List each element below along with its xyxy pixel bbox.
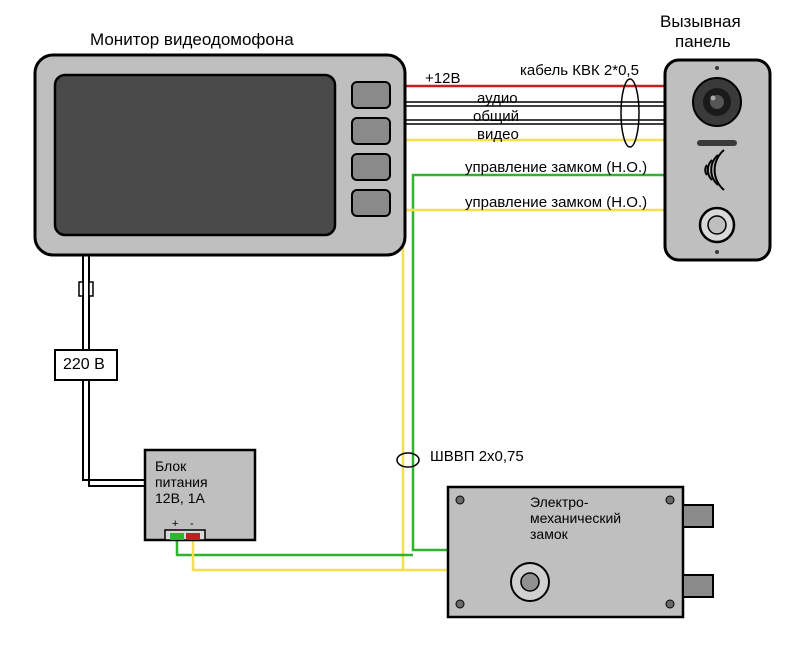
wire-label-audio: аудио bbox=[477, 90, 518, 107]
panel-title-2: панель bbox=[675, 32, 731, 52]
panel-speaker bbox=[697, 140, 737, 146]
cable-marker-shvvp bbox=[397, 453, 419, 467]
panel-title-1: Вызывная bbox=[660, 12, 741, 32]
cable-marker-kvk bbox=[621, 79, 639, 147]
wire-psu-plus bbox=[177, 540, 413, 555]
monitor-title: Монитор видеодомофона bbox=[90, 30, 294, 50]
wire-label-common: общий bbox=[473, 108, 519, 125]
wire-label-lock2: управление замком (Н.О.) bbox=[465, 194, 647, 211]
wire-common bbox=[405, 120, 665, 124]
psu-term-plus bbox=[170, 533, 184, 540]
diagram-canvas bbox=[0, 0, 794, 669]
lock-bolt-1 bbox=[683, 505, 713, 527]
camera-glint bbox=[711, 96, 716, 101]
psu-label-1: Блок bbox=[155, 458, 186, 474]
monitor-button-3 bbox=[352, 154, 390, 180]
wire-label-12v: +12B bbox=[425, 70, 460, 87]
lock-bolt-2 bbox=[683, 575, 713, 597]
cable-label-kvk: кабель КВК 2*0,5 bbox=[520, 62, 639, 79]
wire-audio bbox=[405, 102, 665, 106]
monitor-screen bbox=[55, 75, 335, 235]
wire-label-video: видео bbox=[477, 126, 519, 143]
psu-term-minus bbox=[186, 533, 200, 540]
lock-label-1: Электро- bbox=[530, 494, 588, 510]
call-button-inner bbox=[708, 216, 726, 234]
lock-cylinder-inner bbox=[521, 573, 539, 591]
monitor-button-4 bbox=[352, 190, 390, 216]
lock-label-2: механический bbox=[530, 510, 621, 526]
psu-label-2: питания bbox=[155, 474, 208, 490]
v220-label: 220 В bbox=[63, 356, 105, 374]
monitor-button-2 bbox=[352, 118, 390, 144]
psu-label-3: 12В, 1А bbox=[155, 490, 205, 506]
wire-label-lock1: управление замком (Н.О.) bbox=[465, 159, 647, 176]
psu-minus-label: - bbox=[190, 518, 194, 530]
cable-label-shvvp: ШВВП 2x0,75 bbox=[430, 448, 524, 465]
psu-plus-label: + bbox=[172, 518, 178, 530]
lock-label-3: замок bbox=[530, 526, 568, 542]
monitor-button-1 bbox=[352, 82, 390, 108]
